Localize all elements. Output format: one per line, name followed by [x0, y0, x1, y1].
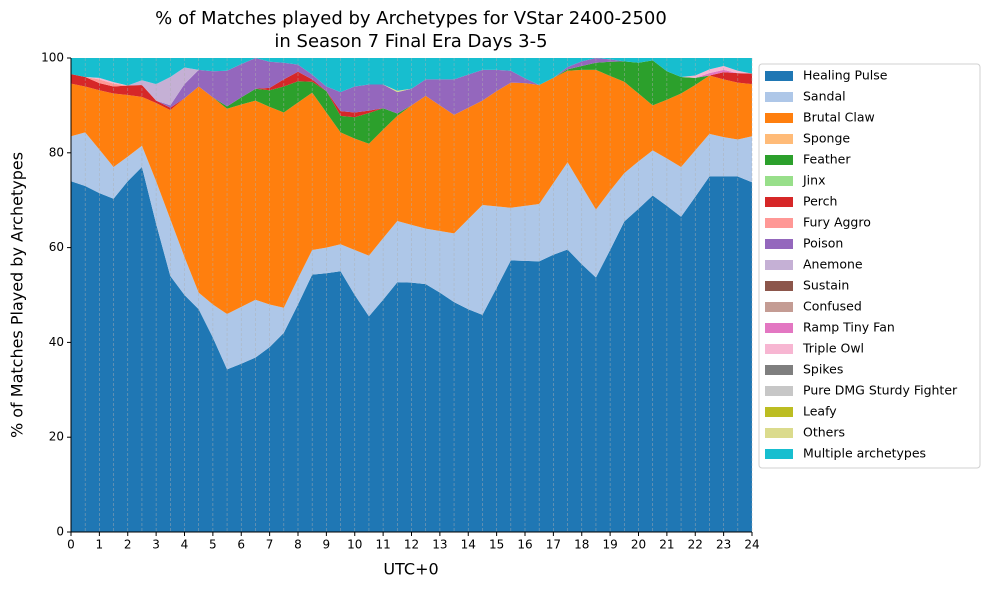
legend-swatch — [765, 239, 793, 249]
x-tick-label: 19 — [602, 538, 617, 552]
legend-swatch — [765, 428, 793, 438]
legend-swatch — [765, 260, 793, 270]
legend-swatch — [765, 197, 793, 207]
legend-label: Triple Owl — [802, 341, 864, 356]
legend: Healing Pulse Sandal Brutal Claw Sponge Feat… — [765, 68, 958, 461]
legend-label: Sustain — [803, 278, 849, 293]
legend-label: Multiple archetypes — [803, 446, 926, 461]
chart-title: in Season 7 Final Era Days 3-5 — [274, 31, 547, 52]
legend-swatch — [765, 71, 793, 81]
y-tick-label: 80 — [49, 145, 64, 159]
legend-swatch — [765, 155, 793, 165]
x-tick-label: 4 — [181, 538, 189, 552]
x-tick-label: 14 — [461, 538, 476, 552]
x-tick-label: 6 — [237, 538, 245, 552]
legend-swatch — [765, 134, 793, 144]
legend-swatch — [765, 92, 793, 102]
legend-label: Sponge — [803, 131, 850, 146]
legend-swatch — [765, 176, 793, 186]
legend-label: Leafy — [803, 404, 837, 419]
legend-label: Perch — [803, 194, 837, 209]
y-tick-label: 60 — [49, 240, 64, 254]
x-tick-label: 23 — [716, 538, 731, 552]
x-tick-label: 21 — [659, 538, 674, 552]
legend-label: Jinx — [802, 173, 825, 188]
y-tick-label: 20 — [49, 430, 64, 444]
x-tick-label: 3 — [152, 538, 160, 552]
legend-label: Spikes — [803, 362, 843, 377]
x-tick-label: 15 — [489, 538, 504, 552]
legend-label: Sandal — [803, 89, 846, 104]
legend-swatch — [765, 365, 793, 375]
y-axis-label: % of Matches Played by Archetypes — [8, 152, 27, 438]
x-tick-label: 7 — [266, 538, 274, 552]
legend-swatch — [765, 218, 793, 228]
x-tick-label: 2 — [124, 538, 132, 552]
x-tick-label: 24 — [744, 538, 759, 552]
chart-title: % of Matches played by Archetypes for VS… — [155, 8, 667, 29]
x-tick-label: 18 — [574, 538, 589, 552]
y-tick-label: 40 — [49, 335, 64, 349]
legend-label: Poison — [803, 236, 843, 251]
x-tick-label: 11 — [375, 538, 390, 552]
legend-label: Confused — [803, 299, 862, 314]
x-tick-label: 8 — [294, 538, 302, 552]
x-tick-label: 20 — [631, 538, 646, 552]
legend-label: Feather — [803, 152, 851, 167]
x-tick-label: 16 — [517, 538, 532, 552]
legend-swatch — [765, 323, 793, 333]
area — [71, 58, 752, 115]
legend-swatch — [765, 344, 793, 354]
x-axis-label: UTC+0 — [383, 560, 438, 579]
x-tick-label: 1 — [96, 538, 104, 552]
x-tick-label: 10 — [347, 538, 362, 552]
x-tick-label: 13 — [432, 538, 447, 552]
legend-swatch — [765, 386, 793, 396]
x-tick-label: 22 — [688, 538, 703, 552]
grid — [70, 58, 753, 532]
x-tick-label: 17 — [546, 538, 561, 552]
x-tick-label: 12 — [404, 538, 419, 552]
legend-label: Brutal Claw — [803, 110, 875, 125]
x-tick-label: 0 — [67, 538, 75, 552]
legend-swatch — [765, 302, 793, 312]
x-tick-label: 9 — [323, 538, 331, 552]
legend-label: Others — [803, 425, 845, 440]
x-tick-label: 5 — [209, 538, 217, 552]
legend-swatch — [765, 449, 793, 459]
y-tick-label: 0 — [56, 525, 64, 539]
legend-label: Healing Pulse — [803, 68, 888, 83]
legend-label: Fury Aggro — [803, 215, 871, 230]
legend-swatch — [765, 407, 793, 417]
axes: 0 1 2 3 4 5 6 7 8 9 10 11 12 13 14 15 16 17 18 19 20 21 22 23 24… — [41, 51, 760, 552]
legend-swatch — [765, 113, 793, 123]
legend-label: Anemone — [803, 257, 863, 272]
legend-box — [758, 63, 981, 469]
legend-label: Pure DMG Sturdy Fighter — [803, 383, 958, 398]
y-tick-label: 100 — [41, 51, 64, 65]
legend-label: Ramp Tiny Fan — [803, 320, 895, 335]
legend-swatch — [765, 281, 793, 291]
